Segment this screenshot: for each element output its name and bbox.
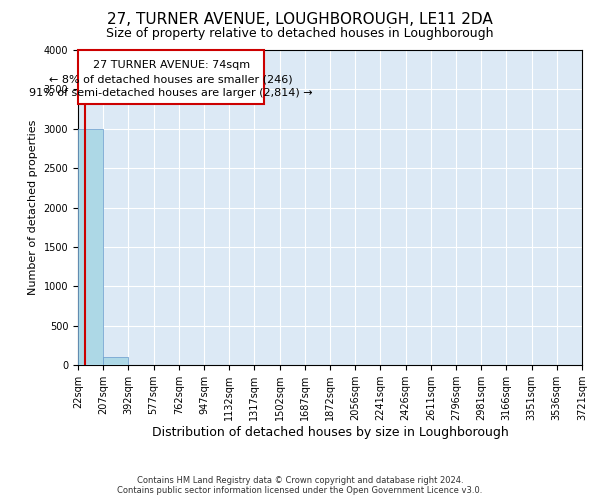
Text: 27 TURNER AVENUE: 74sqm: 27 TURNER AVENUE: 74sqm [92,60,250,70]
X-axis label: Distribution of detached houses by size in Loughborough: Distribution of detached houses by size … [152,426,508,439]
FancyBboxPatch shape [78,50,265,104]
Text: Contains HM Land Registry data © Crown copyright and database right 2024.
Contai: Contains HM Land Registry data © Crown c… [118,476,482,495]
Text: Size of property relative to detached houses in Loughborough: Size of property relative to detached ho… [106,28,494,40]
Text: 27, TURNER AVENUE, LOUGHBOROUGH, LE11 2DA: 27, TURNER AVENUE, LOUGHBOROUGH, LE11 2D… [107,12,493,28]
Text: 91% of semi-detached houses are larger (2,814) →: 91% of semi-detached houses are larger (… [29,88,313,98]
Bar [78,128,103,365]
Bar [103,357,128,365]
Text: ← 8% of detached houses are smaller (246): ← 8% of detached houses are smaller (246… [49,74,293,85]
Y-axis label: Number of detached properties: Number of detached properties [28,120,38,295]
